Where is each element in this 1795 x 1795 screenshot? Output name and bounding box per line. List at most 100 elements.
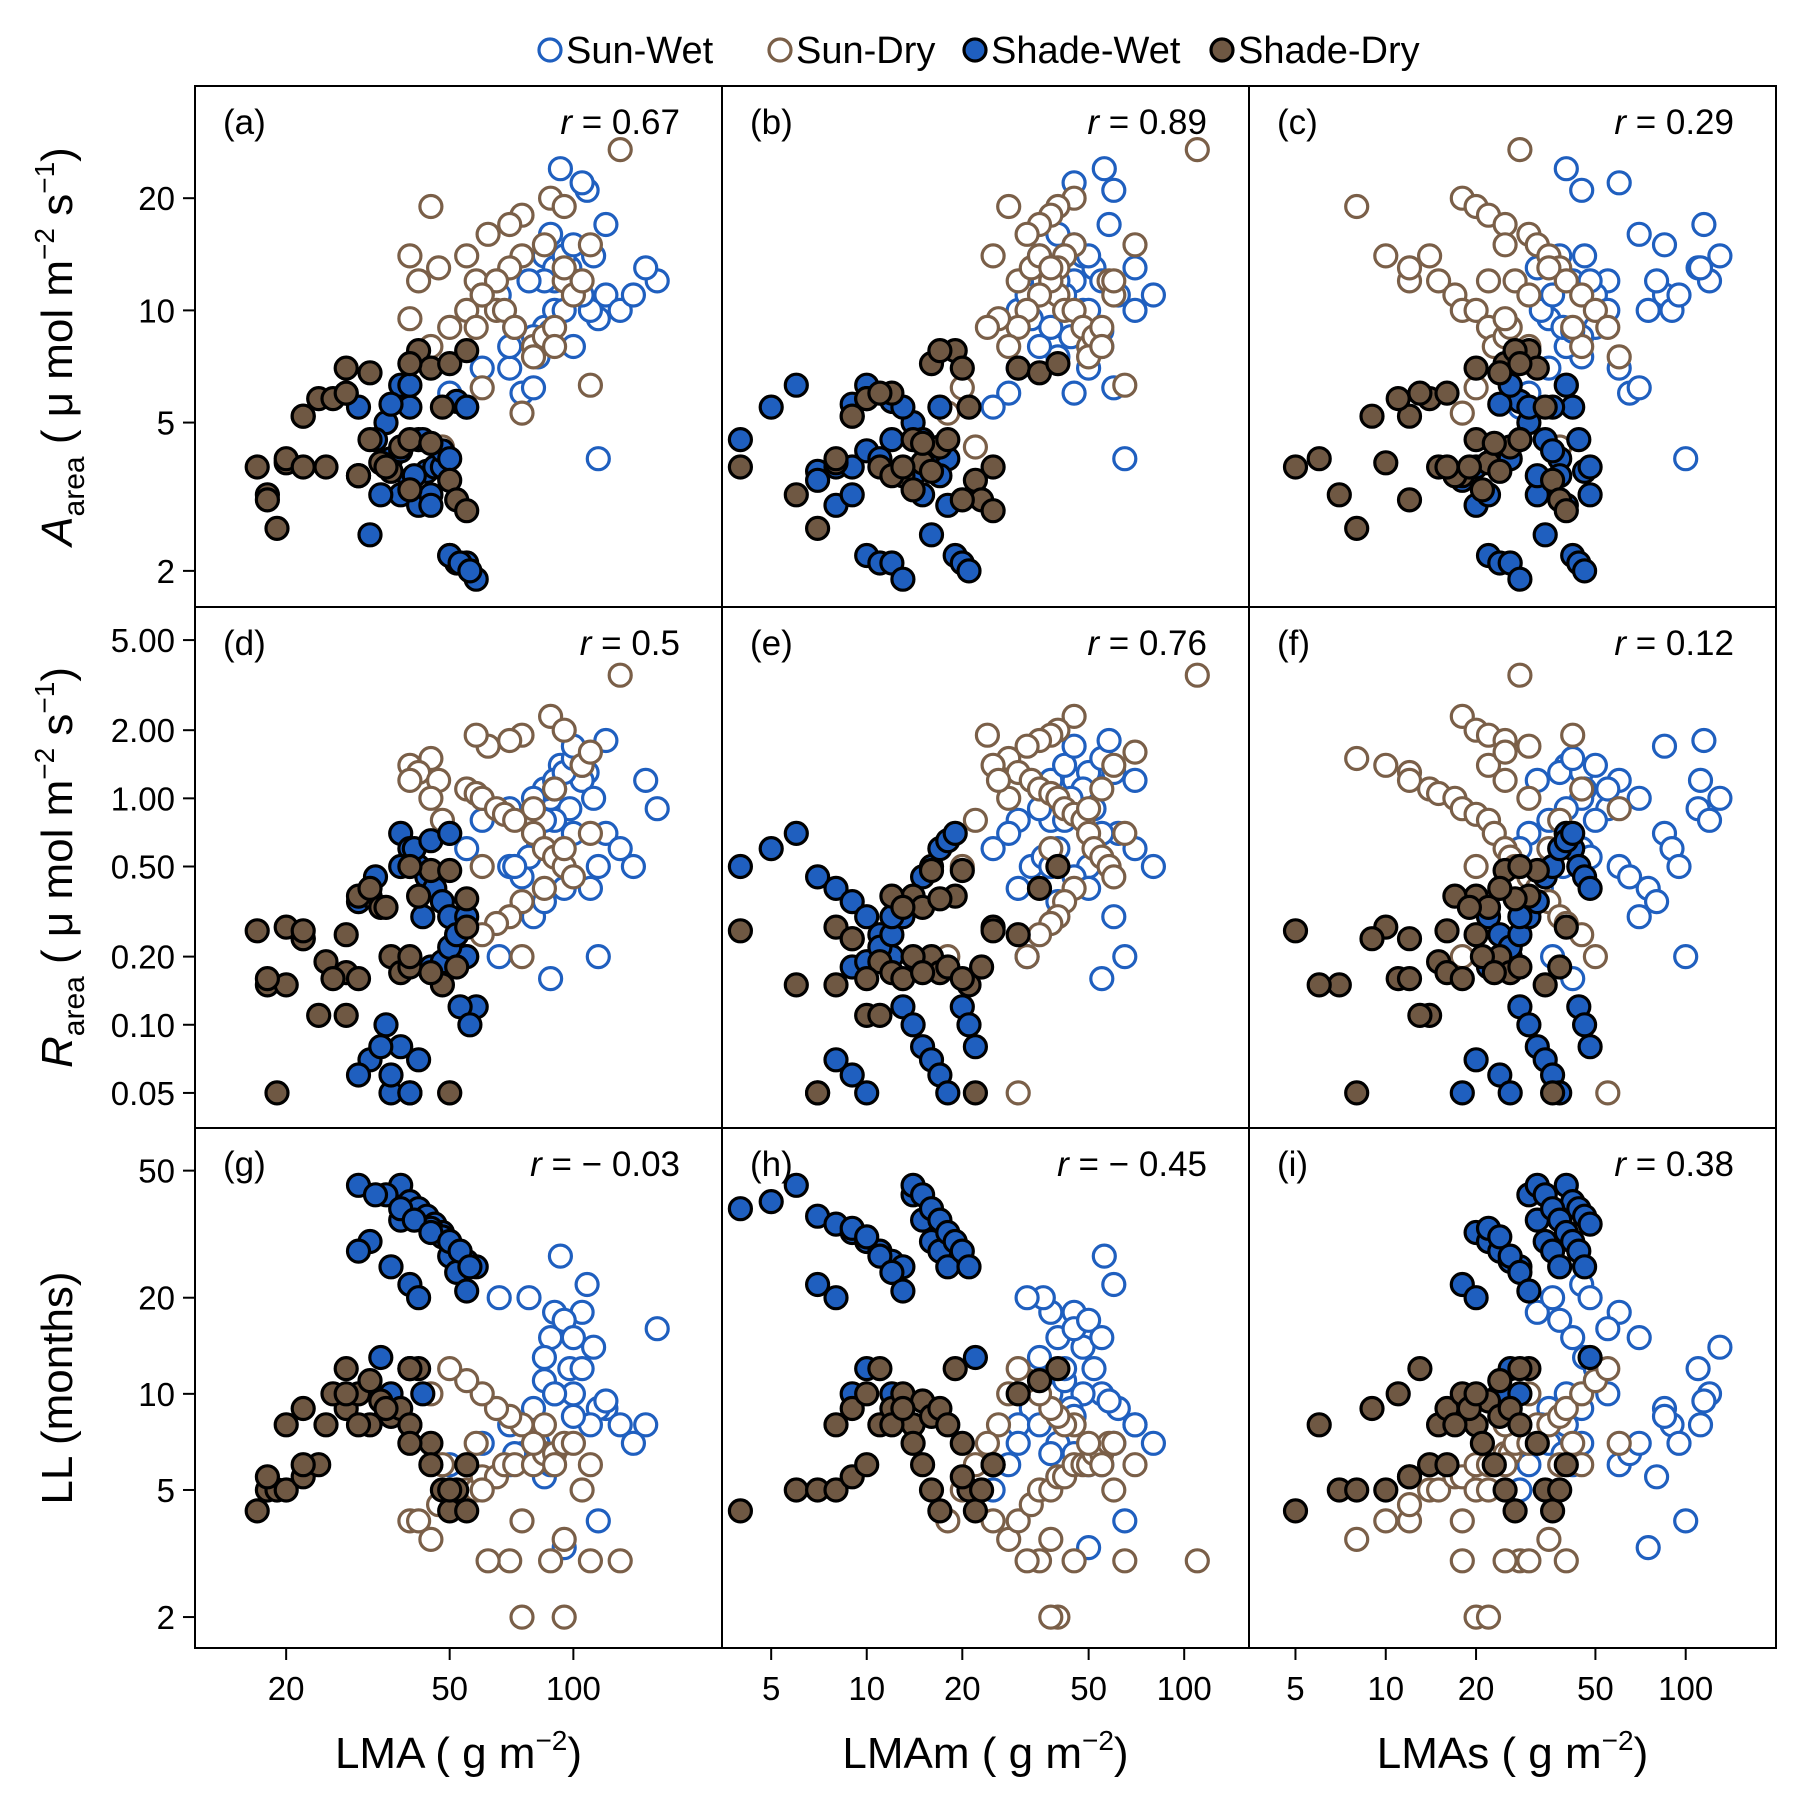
point-shade-dry: [273, 1477, 299, 1503]
point-sun-dry: [541, 333, 568, 360]
point-shade-dry: [1524, 1430, 1550, 1456]
point-sun-dry: [1536, 1526, 1562, 1553]
point-sun-wet: [633, 255, 659, 281]
point-sun-dry: [1089, 776, 1115, 802]
point-sun-wet: [1635, 297, 1661, 323]
point-shade-dry: [949, 1430, 975, 1456]
r-symbol: r: [1057, 1145, 1070, 1184]
correlation-label: r = − 0.03: [530, 1145, 680, 1184]
point-sun-dry: [469, 1381, 495, 1407]
panel-h: (h) r = − 0.45 5 10 20 50 100: [721, 1127, 1250, 1707]
point-sun-wet: [560, 1403, 587, 1430]
point-shade-dry: [444, 954, 470, 980]
point-sun-wet: [1571, 243, 1598, 269]
point-shade-dry: [437, 857, 463, 884]
point-shade-dry: [1487, 360, 1513, 386]
point-shade-dry: [397, 427, 423, 453]
point-sun-wet: [1626, 904, 1652, 930]
point-shade-wet: [368, 482, 394, 508]
point-shade-dry: [854, 1381, 880, 1407]
point-sun-dry: [607, 662, 633, 688]
point-sun-dry: [1492, 232, 1518, 258]
point-sun-dry: [1038, 1604, 1064, 1630]
point-shade-dry: [1507, 1355, 1533, 1382]
panel-e: (e) r = 0.76: [721, 606, 1250, 1129]
point-shade-dry: [823, 1412, 849, 1438]
point-sun-dry: [974, 1430, 1001, 1456]
r-symbol: r: [580, 624, 593, 663]
point-sun-wet: [1140, 282, 1167, 308]
point-sun-wet: [1140, 1430, 1167, 1456]
point-sun-wet: [1547, 1307, 1573, 1333]
point-sun-wet: [1651, 733, 1678, 759]
y-tick-label: 2.00: [111, 712, 175, 749]
point-shade-wet: [1553, 372, 1579, 398]
legend-marker: [767, 37, 793, 63]
point-shade-dry: [244, 454, 270, 480]
point-sun-wet: [454, 835, 480, 862]
point-shade-dry: [909, 1452, 936, 1478]
r-value: = 0.38: [1626, 1145, 1734, 1184]
point-sun-dry: [577, 820, 604, 847]
point-shade-dry: [397, 943, 423, 970]
point-sun-dry: [406, 1508, 432, 1534]
point-shade-wet: [1487, 1224, 1513, 1250]
y-axis-title: LL (months): [33, 1271, 82, 1504]
point-shade-dry: [1456, 894, 1483, 921]
point-sun-wet: [996, 380, 1022, 406]
point-sun-wet: [593, 211, 619, 238]
point-shade-wet: [839, 888, 865, 915]
point-sun-wet: [541, 1381, 568, 1407]
panel-i: (i) r = 0.38 5 10 20 50 100: [1248, 1127, 1777, 1707]
point-sun-dry: [1005, 1080, 1031, 1106]
point-sun-wet: [1101, 1271, 1127, 1298]
point-shade-dry: [397, 351, 423, 377]
y-tick-label: 2: [157, 553, 175, 590]
point-shade-dry: [1396, 965, 1423, 992]
point-sun-dry: [1101, 864, 1127, 890]
points: [1282, 1172, 1733, 1630]
point-sun-wet: [1666, 282, 1692, 308]
point-sun-wet: [1685, 1355, 1711, 1382]
points: [727, 137, 1210, 592]
point-sun-dry: [463, 314, 489, 340]
y-axis-title: Aarea ( μ mol m−2 s−1): [29, 147, 91, 549]
point-sun-dry: [1492, 211, 1518, 238]
point-shade-dry: [264, 1080, 290, 1106]
point-sun-dry: [469, 375, 495, 401]
point-shade-wet: [345, 1062, 372, 1088]
point-shade-dry: [854, 965, 880, 992]
panel-f: (f) r = 0.12: [1248, 606, 1777, 1129]
point-shade-dry: [290, 918, 316, 944]
point-shade-wet: [758, 835, 784, 862]
point-shade-dry: [437, 1080, 463, 1106]
r-value: = − 0.45: [1069, 1145, 1207, 1184]
point-sun-wet: [585, 446, 611, 472]
r-symbol: r: [1614, 1145, 1627, 1184]
point-sun-wet: [1635, 1534, 1661, 1561]
point-shade-dry: [1507, 427, 1533, 453]
point-shade-wet: [457, 558, 483, 584]
point-shade-dry: [1396, 403, 1423, 429]
point-sun-wet: [1553, 156, 1579, 182]
y-tick-label: 5: [157, 405, 175, 442]
point-sun-dry: [1425, 268, 1452, 294]
point-shade-dry: [783, 1477, 809, 1503]
point-sun-dry: [1184, 1548, 1210, 1574]
x-tick-label: 10: [1367, 1670, 1404, 1707]
point-sun-dry: [1038, 255, 1064, 281]
point-shade-dry: [1463, 355, 1489, 381]
point-sun-wet: [1038, 314, 1064, 340]
point-sun-dry: [418, 1526, 444, 1553]
panel-frame: [1248, 1127, 1777, 1649]
point-sun-dry: [1516, 733, 1542, 759]
panel-g: (g) r = − 0.03 2 5 10 20 50 20 50 100: [138, 1127, 723, 1707]
point-sun-wet: [585, 1508, 611, 1534]
point-shade-dry: [345, 965, 372, 992]
point-shade-dry: [1326, 482, 1352, 508]
point-shade-dry: [264, 515, 290, 542]
point-shade-dry: [1507, 853, 1533, 880]
point-shade-dry: [418, 1452, 444, 1478]
point-shade-dry: [418, 430, 444, 456]
point-sun-wet: [633, 1412, 659, 1438]
